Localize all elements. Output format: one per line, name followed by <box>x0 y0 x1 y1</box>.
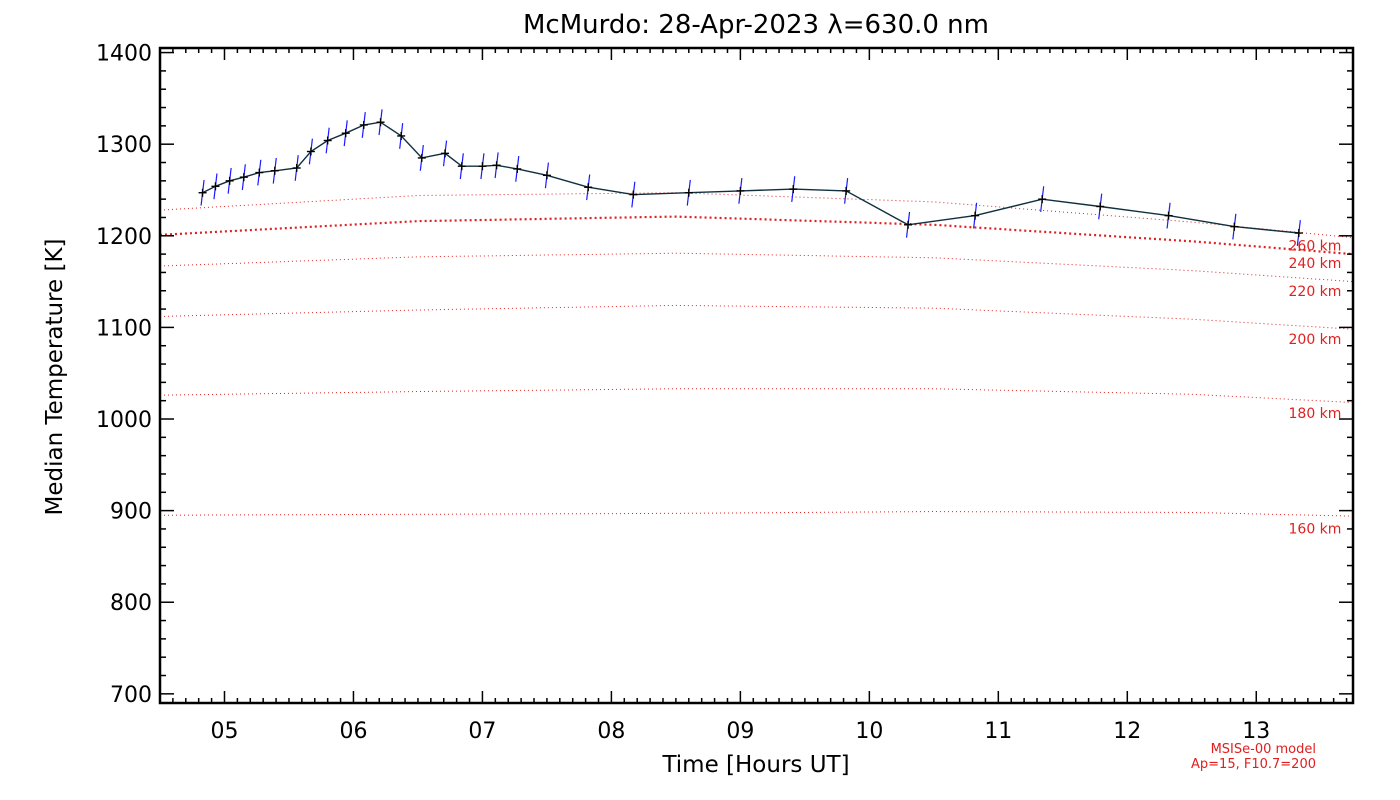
model-note-line-2: Ap=15, F10.7=200 <box>1191 757 1316 772</box>
model-curve-260-km <box>159 192 1354 239</box>
y-tick-label: 700 <box>110 683 152 708</box>
model-label-180-km: 180 km <box>1289 406 1342 422</box>
x-tick-label: 08 <box>597 719 625 744</box>
x-axis-label: Time [Hours UT] <box>661 752 849 778</box>
model-label-260-km: 260 km <box>1289 238 1342 254</box>
series-line <box>202 121 1299 234</box>
x-tick-label: 12 <box>1113 719 1141 744</box>
x-tick-label: 11 <box>984 719 1012 744</box>
x-tick-label: 13 <box>1242 719 1270 744</box>
y-tick-label: 1400 <box>96 42 152 67</box>
y-tick-label: 1300 <box>96 133 152 158</box>
model-label-220-km: 220 km <box>1289 284 1342 300</box>
y-tick-label: 1200 <box>96 225 152 250</box>
x-tick-label: 10 <box>855 719 883 744</box>
y-tick-label: 900 <box>110 500 152 525</box>
plot-frame <box>158 46 1355 705</box>
y-axis-label: Median Temperature [K] <box>42 239 68 516</box>
y-tick-label: 1100 <box>96 316 152 341</box>
x-tick-label: 06 <box>339 719 367 744</box>
axes: 05 06 07 08 09 10 11 12 13 700 800 900 1000 1100 1200 1… <box>96 42 1353 744</box>
model-curve-240-km <box>159 215 1354 256</box>
model-curve-160-km <box>160 510 1354 517</box>
chart-title: McMurdo: 28-Apr-2023 λ=630.0 nm <box>523 10 989 40</box>
y-tick-label: 1000 <box>96 408 152 433</box>
model-label-160-km: 160 km <box>1289 522 1342 538</box>
model-label-240-km: 240 km <box>1289 256 1342 272</box>
model-label-200-km: 200 km <box>1289 332 1342 348</box>
data-series <box>198 109 1303 246</box>
model-curve-220-km <box>159 252 1354 283</box>
x-tick-label: 05 <box>210 719 238 744</box>
y-tick-label: 800 <box>110 591 152 616</box>
model-curves: 160 km 180 km 200 km 220 km 240 km 260 km <box>159 192 1354 538</box>
x-tick-label: 07 <box>468 719 496 744</box>
model-note-line-1: MSISe-00 model <box>1211 742 1316 757</box>
model-curve-200-km <box>159 304 1354 330</box>
model-curve-180-km <box>159 388 1354 403</box>
x-tick-label: 09 <box>726 719 754 744</box>
